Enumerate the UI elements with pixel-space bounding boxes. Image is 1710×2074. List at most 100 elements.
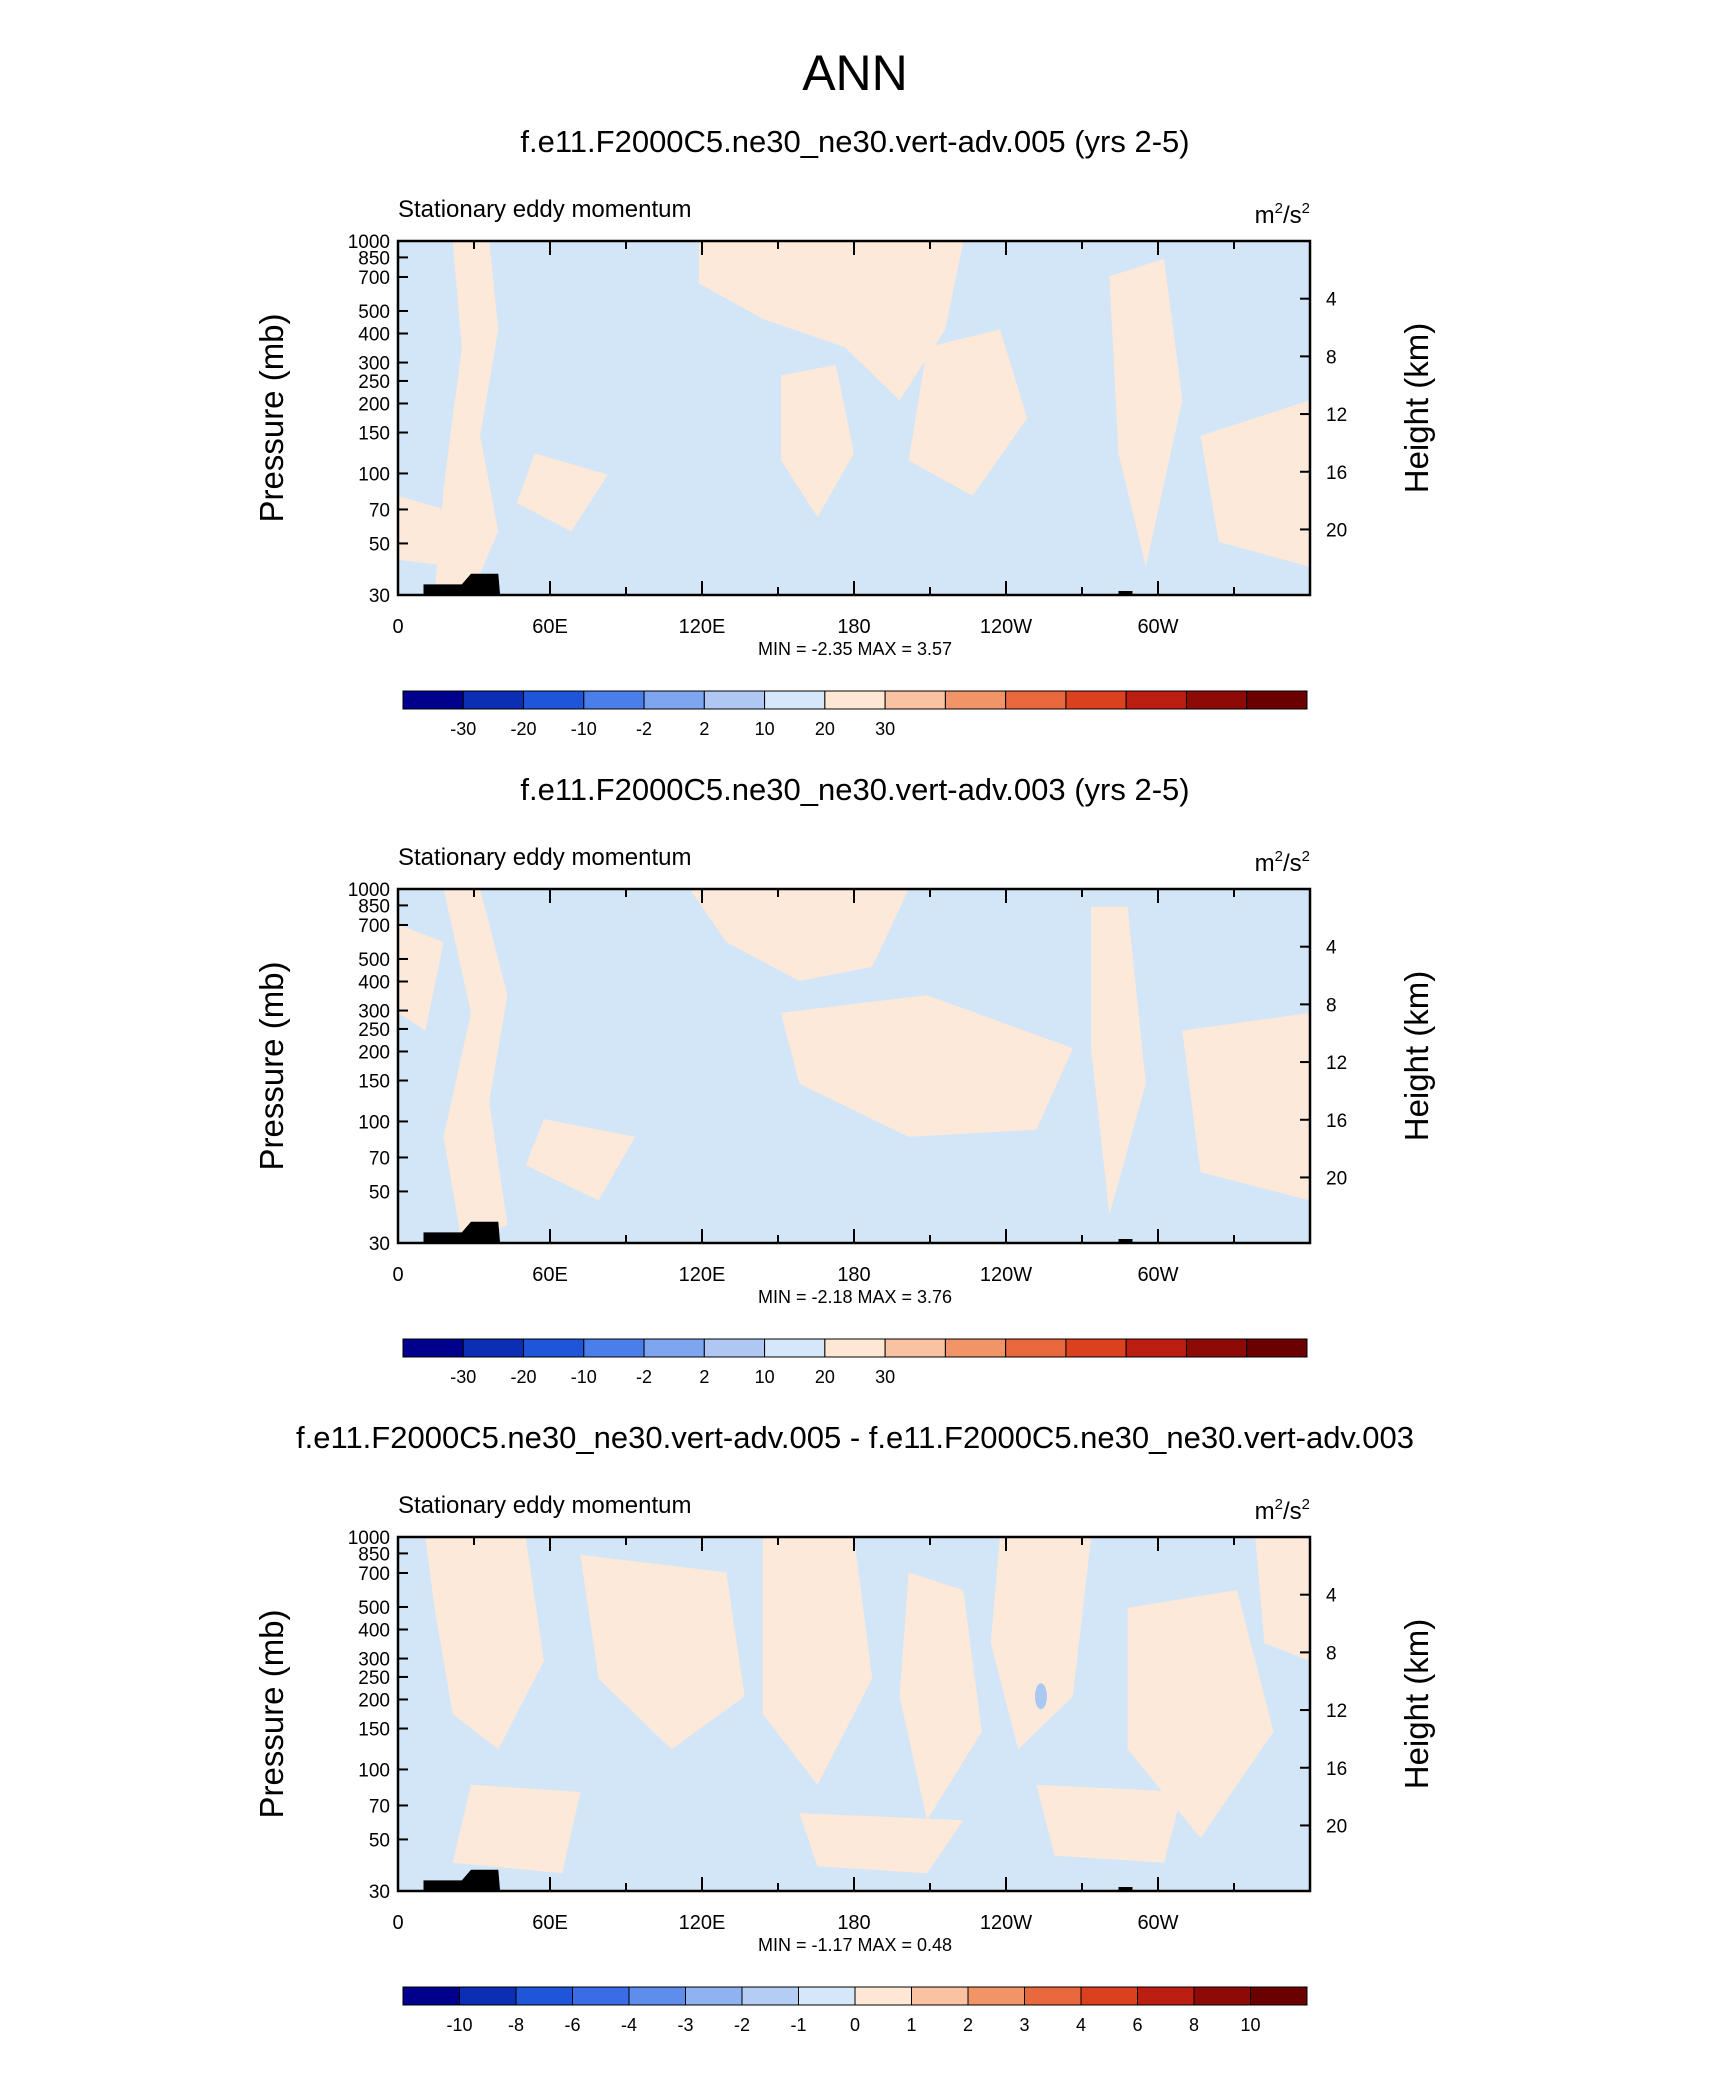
units-sep: /s <box>1283 1498 1302 1525</box>
colorbar-label: 8 <box>1189 2015 1199 2035</box>
colorbar-swatch <box>764 690 826 710</box>
y2-tick-label: 12 <box>1326 405 1347 426</box>
x-tick-label: 180 <box>837 1912 870 1934</box>
units-label: m2/s2 <box>1255 848 1310 877</box>
colorbar-swatch <box>764 1338 826 1358</box>
x-tick-label: 120E <box>679 1264 726 1286</box>
colorbar-swatch <box>944 690 1007 710</box>
colorbar-swatch <box>1250 1986 1308 2006</box>
positive-region <box>452 1784 581 1874</box>
positive-region <box>908 329 1028 496</box>
x-tick-label: 180 <box>837 616 870 638</box>
y-tick-label: 700 <box>358 1564 390 1585</box>
positive-region <box>443 889 508 1243</box>
colorbar-swatch <box>944 1338 1007 1358</box>
colorbar-swatch <box>1005 690 1067 710</box>
y-tick-label: 400 <box>358 1621 390 1642</box>
colorbar-label: 1 <box>906 2015 916 2035</box>
y-tick-label: 1000 <box>348 880 390 901</box>
colorbar-swatch <box>643 690 705 710</box>
colorbar-label: -4 <box>621 2015 637 2035</box>
y2-tick-label: 4 <box>1326 938 1337 959</box>
colorbar-label: -2 <box>636 1367 652 1387</box>
positive-region <box>899 1572 982 1821</box>
y-axis-title: Pressure (mb) <box>253 961 290 1170</box>
y-tick-label: 150 <box>358 1720 390 1741</box>
y-tick-label: 250 <box>358 1020 390 1041</box>
y2-tick-label: 4 <box>1326 290 1337 311</box>
colorbar-label: 10 <box>755 1367 775 1387</box>
topography <box>1118 1887 1133 1891</box>
panel-2: f.e11.F2000C5.ne30_ne30.vert-adv.003 (yr… <box>253 772 1435 1387</box>
colorbar-swatch <box>523 1338 585 1358</box>
x-tick-label: 60W <box>1137 1264 1178 1286</box>
colorbar-swatch <box>741 1986 799 2006</box>
y-tick-label: 500 <box>358 1598 390 1619</box>
colorbar-swatch <box>703 1338 766 1358</box>
y2-axis-title: Height (km) <box>1398 971 1435 1142</box>
x-tick-label: 60E <box>532 1912 568 1934</box>
positive-region <box>990 1537 1092 1750</box>
positive-region <box>580 1554 745 1750</box>
y2-axis-title: Height (km) <box>1398 1619 1435 1790</box>
topography <box>1118 591 1133 595</box>
panel-3: f.e11.F2000C5.ne30_ne30.vert-adv.005 - f… <box>253 1420 1435 2035</box>
colorbar-swatch <box>967 1986 1025 2006</box>
colorbar-swatch <box>459 1986 517 2006</box>
x-tick-label: 0 <box>392 616 403 638</box>
colorbar-swatch <box>1185 690 1248 710</box>
colorbar-swatch <box>402 1986 460 2006</box>
x-tick-label: 120E <box>679 1912 726 1934</box>
units-exp-1: 2 <box>1275 1496 1283 1513</box>
x-tick-label: 0 <box>392 1912 403 1934</box>
units-exp-2: 2 <box>1302 848 1310 865</box>
colorbar-swatch <box>515 1986 573 2006</box>
topography <box>423 1221 501 1243</box>
y2-tick-label: 8 <box>1326 1643 1337 1664</box>
panel-1: f.e11.F2000C5.ne30_ne30.vert-adv.005 (yr… <box>253 124 1435 739</box>
panels-container: f.e11.F2000C5.ne30_ne30.vert-adv.005 (yr… <box>253 124 1435 2035</box>
units-label: m2/s2 <box>1255 1496 1310 1525</box>
y-tick-label: 400 <box>358 325 390 346</box>
y-tick-label: 70 <box>369 500 390 521</box>
colorbar-swatch <box>643 1338 705 1358</box>
colorbar-swatch <box>798 1986 856 2006</box>
colorbar-swatch <box>572 1986 630 2006</box>
colorbar-swatch <box>884 1338 946 1358</box>
y-axis-title: Pressure (mb) <box>253 313 290 522</box>
colorbar-swatch <box>462 690 525 710</box>
units-exp-1: 2 <box>1275 848 1283 865</box>
y2-tick-label: 20 <box>1326 1816 1347 1837</box>
x-tick-label: 120W <box>980 616 1032 638</box>
x-tick-label: 60E <box>532 1264 568 1286</box>
y-tick-label: 150 <box>358 424 390 445</box>
y-tick-label: 30 <box>369 1234 390 1255</box>
minmax-text: MIN = -1.17 MAX = 0.48 <box>758 1935 952 1955</box>
colorbar-label: -20 <box>511 719 537 739</box>
colorbar-swatch <box>824 690 886 710</box>
y2-tick-label: 20 <box>1326 520 1347 541</box>
y-tick-label: 50 <box>369 534 390 555</box>
colorbar-swatch <box>1125 690 1187 710</box>
x-tick-label: 180 <box>837 1264 870 1286</box>
positive-region <box>1182 1012 1310 1201</box>
positive-region <box>762 1537 873 1785</box>
colorbar-swatch <box>628 1986 686 2006</box>
y-tick-label: 200 <box>358 1042 390 1063</box>
y-tick-label: 850 <box>358 896 390 917</box>
y-tick-label: 850 <box>358 248 390 269</box>
positive-region <box>516 453 608 532</box>
y-tick-label: 400 <box>358 973 390 994</box>
colorbar-label: 10 <box>1240 2015 1260 2035</box>
y2-tick-label: 16 <box>1326 463 1347 484</box>
colorbar-label: -10 <box>446 2015 472 2035</box>
colorbar-label: 30 <box>875 1367 895 1387</box>
positive-region <box>525 1119 636 1201</box>
colorbar-swatch <box>703 690 766 710</box>
x-tick-label: 0 <box>392 1264 403 1286</box>
colorbar-swatch <box>583 690 645 710</box>
positive-region <box>781 364 854 518</box>
x-tick-label: 60E <box>532 616 568 638</box>
colorbar-label: 2 <box>699 719 709 739</box>
